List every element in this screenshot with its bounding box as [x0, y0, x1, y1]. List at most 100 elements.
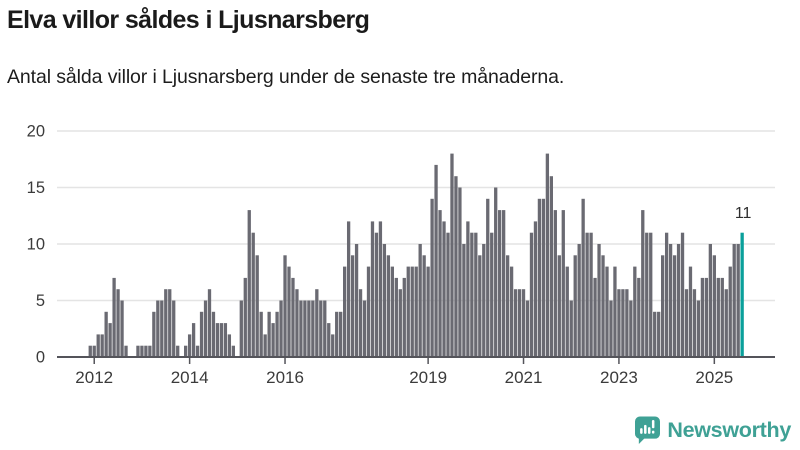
bar	[116, 289, 120, 357]
bar	[625, 289, 629, 357]
bar	[597, 244, 601, 357]
bar	[458, 187, 462, 357]
bar	[521, 289, 526, 357]
bar	[712, 255, 716, 357]
bar	[402, 277, 406, 357]
bar	[442, 221, 446, 357]
y-axis-tick-label: 20	[27, 123, 45, 141]
bar	[203, 300, 208, 357]
bar	[577, 244, 581, 357]
x-axis-tick-label: 2019	[409, 368, 447, 387]
bar	[649, 232, 653, 357]
bar	[664, 232, 669, 357]
bar	[184, 345, 188, 357]
bar	[541, 198, 546, 357]
x-axis-tick-label: 2023	[600, 368, 638, 387]
bar	[418, 244, 422, 357]
highlight-value-label: 11	[735, 205, 752, 222]
bar	[275, 311, 279, 357]
bar	[279, 300, 283, 357]
bar	[494, 187, 498, 357]
bar	[422, 255, 426, 357]
newsworthy-logo[interactable]: Newsworthy	[635, 416, 791, 445]
bar	[629, 300, 633, 357]
bar	[335, 311, 339, 357]
bar	[311, 300, 315, 357]
bar	[704, 277, 709, 357]
bar	[350, 255, 355, 357]
x-axis-tick-label: 2014	[171, 368, 209, 387]
bar	[343, 266, 347, 357]
bar	[283, 255, 287, 357]
y-axis-tick-label: 0	[36, 349, 45, 367]
bar	[136, 345, 140, 357]
bar	[100, 334, 104, 357]
bar	[549, 176, 553, 357]
bar	[728, 266, 732, 357]
bar	[462, 244, 466, 357]
bar	[144, 345, 148, 357]
bar	[366, 266, 371, 357]
bar	[120, 300, 124, 357]
bar	[215, 323, 220, 357]
bar	[339, 311, 343, 357]
bar	[287, 266, 291, 357]
y-axis-tick-label: 10	[27, 236, 45, 254]
bar	[517, 289, 522, 357]
bar	[96, 334, 100, 357]
bar	[525, 300, 530, 357]
page-title: Elva villor såldes i Ljusnarsberg	[7, 6, 370, 34]
bar	[124, 345, 128, 357]
bar	[406, 266, 410, 357]
bar	[585, 232, 589, 357]
bar	[557, 255, 561, 357]
bar	[251, 232, 255, 357]
bar	[454, 176, 458, 357]
bar	[148, 345, 152, 357]
bar	[509, 266, 514, 357]
newsworthy-logo-text: Newsworthy	[667, 418, 791, 442]
bar	[239, 300, 243, 357]
bar	[692, 289, 697, 357]
bar	[307, 300, 311, 357]
bar	[430, 198, 434, 357]
bar	[207, 289, 212, 357]
x-axis-tick-label: 2025	[695, 368, 733, 387]
bar	[152, 311, 156, 357]
bar	[172, 300, 176, 357]
bar	[553, 210, 557, 357]
bar	[211, 311, 216, 357]
bar	[255, 255, 259, 357]
bar	[633, 266, 637, 357]
bar	[267, 311, 271, 357]
bar	[446, 232, 450, 357]
bar	[191, 323, 196, 357]
bar	[637, 277, 641, 357]
bar	[346, 221, 351, 357]
bar	[156, 300, 160, 357]
bar	[382, 244, 387, 357]
bar	[569, 300, 573, 357]
bar	[315, 289, 319, 357]
x-axis-tick-label: 2021	[505, 368, 543, 387]
bar	[617, 289, 621, 357]
x-axis-tick-label: 2016	[266, 368, 304, 387]
bar	[295, 289, 299, 357]
bar	[696, 300, 701, 357]
bar	[529, 232, 534, 357]
bar	[92, 345, 96, 357]
bar	[176, 345, 180, 357]
bar	[657, 311, 661, 357]
newsworthy-bar-chart-bubble-icon	[635, 416, 661, 444]
bar	[394, 277, 398, 357]
bar	[498, 210, 502, 357]
bar	[716, 277, 720, 357]
bar	[688, 266, 693, 357]
bar	[168, 289, 172, 357]
bar	[410, 266, 414, 357]
bar	[565, 266, 569, 357]
bar	[736, 244, 740, 357]
bar	[490, 232, 494, 357]
